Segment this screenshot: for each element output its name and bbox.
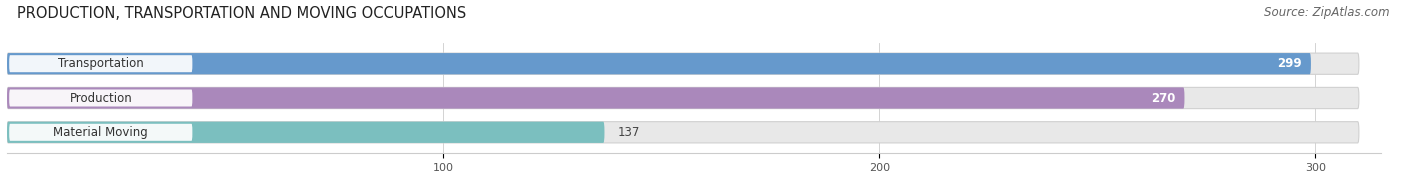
Text: PRODUCTION, TRANSPORTATION AND MOVING OCCUPATIONS: PRODUCTION, TRANSPORTATION AND MOVING OC… xyxy=(17,6,467,21)
FancyBboxPatch shape xyxy=(10,55,193,72)
Text: Source: ZipAtlas.com: Source: ZipAtlas.com xyxy=(1264,6,1389,19)
Text: Production: Production xyxy=(69,92,132,104)
Text: Material Moving: Material Moving xyxy=(53,126,148,139)
FancyBboxPatch shape xyxy=(7,122,605,143)
Text: 270: 270 xyxy=(1152,92,1175,104)
FancyBboxPatch shape xyxy=(7,53,1358,74)
Text: 137: 137 xyxy=(617,126,640,139)
FancyBboxPatch shape xyxy=(7,87,1358,109)
FancyBboxPatch shape xyxy=(7,53,1310,74)
FancyBboxPatch shape xyxy=(7,122,1358,143)
FancyBboxPatch shape xyxy=(10,90,193,106)
Text: 299: 299 xyxy=(1278,57,1302,70)
Text: Transportation: Transportation xyxy=(58,57,143,70)
FancyBboxPatch shape xyxy=(10,124,193,141)
FancyBboxPatch shape xyxy=(7,87,1184,109)
